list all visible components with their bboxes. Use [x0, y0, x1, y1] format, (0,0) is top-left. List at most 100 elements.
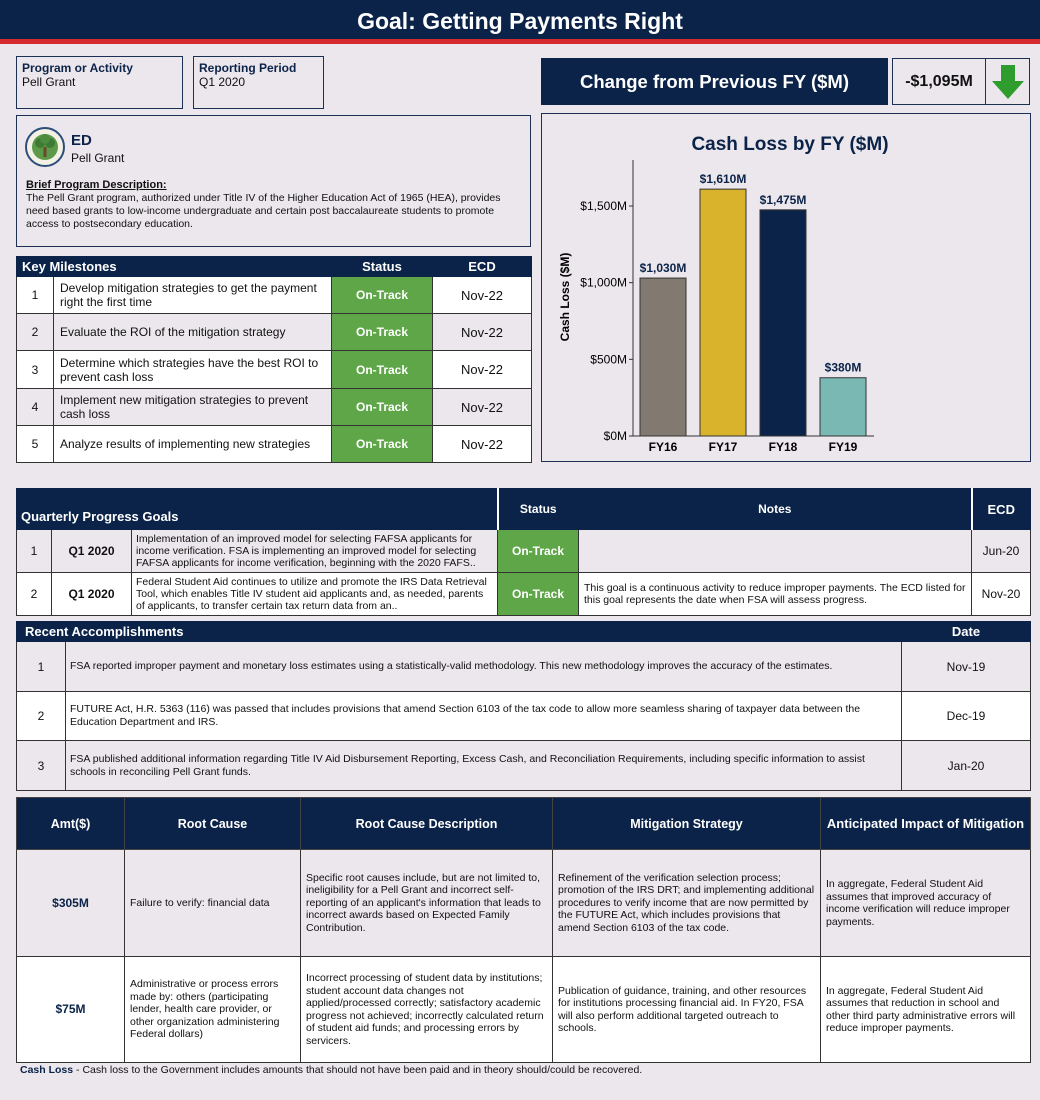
footnote-text: - Cash loss to the Government includes a…: [73, 1064, 643, 1076]
quarterly-ecd-header: ECD: [970, 488, 1031, 530]
page-title: Goal: Getting Payments Right: [0, 0, 1040, 44]
accomplishment-date: Nov-19: [901, 641, 1032, 692]
y-tick-label: $500M: [590, 352, 627, 366]
x-tick-label: FY18: [769, 440, 798, 454]
cash-loss-chart: Cash Loss by FY ($M) Cash Loss ($M) $0M $…: [558, 134, 889, 454]
anticipated-impact: In aggregate, Federal Student Aid assume…: [820, 849, 1031, 957]
bar-data-label: $380M: [825, 361, 862, 375]
root-cause-amount: $305M: [16, 849, 125, 957]
bar-data-label: $1,610M: [700, 172, 747, 186]
bar: [639, 277, 687, 437]
x-tick-label: FY16: [649, 440, 678, 454]
chart-title: Cash Loss by FY ($M): [691, 134, 888, 155]
y-tick-label: $1,500M: [580, 199, 627, 213]
table-row: $305M Failure to verify: financial data …: [16, 849, 1031, 957]
x-tick-label: FY19: [829, 440, 858, 454]
bar: [699, 188, 747, 437]
root-cause: Failure to verify: financial data: [124, 849, 301, 957]
accomplishment-num: 3: [16, 740, 66, 791]
mitigation-strategy: Refinement of the verification selection…: [552, 849, 821, 957]
root-cause-description: Specific root causes include, but are no…: [300, 849, 553, 957]
quarterly-ecd: Nov-20: [971, 572, 1031, 616]
milestone-ecd: Nov-22: [432, 313, 532, 351]
root-cause-table: Amt($) Root Cause Root Cause Description…: [16, 797, 1031, 1063]
period-box: Reporting Period Q1 2020: [193, 56, 324, 109]
root-cause-description: Incorrect processing of student data by …: [300, 956, 553, 1063]
table-row: $75M Administrative or process errors ma…: [16, 956, 1031, 1063]
y-tick-label: $0M: [604, 429, 627, 443]
accomplishment-date: Jan-20: [901, 740, 1032, 791]
accomplishment-num: 2: [16, 691, 66, 741]
change-label: Change from Previous FY ($M): [541, 58, 888, 105]
bar-data-label: $1,030M: [640, 261, 687, 275]
change-value: -$1,095M: [905, 73, 973, 90]
table-row: 3 Determine which strategies have the be…: [16, 350, 532, 389]
accomplishment-text: FSA published additional information reg…: [64, 740, 903, 791]
milestone-num: 3: [16, 350, 54, 389]
description-label: Brief Program Description:: [26, 179, 167, 191]
milestone-text: Develop mitigation strategies to get the…: [53, 276, 332, 314]
program-value: Pell Grant: [22, 75, 76, 89]
root-cause: Administrative or process errors made by…: [124, 956, 301, 1063]
quarterly-text: Federal Student Aid continues to utilize…: [131, 572, 498, 616]
table-row: 2 Evaluate the ROI of the mitigation str…: [16, 313, 532, 351]
accomplishments-date-header: Date: [901, 621, 1032, 642]
milestone-num: 1: [16, 276, 54, 314]
status-badge: On-Track: [331, 350, 433, 389]
table-row: 4 Implement new mitigation strategies to…: [16, 388, 532, 426]
bar: [819, 377, 867, 437]
program-description: The Pell Grant program, authorized under…: [26, 192, 501, 230]
status-badge: On-Track: [331, 276, 433, 314]
quarterly-notes-header: Notes: [578, 488, 972, 530]
accomplishments-header: Recent Accomplishments: [15, 621, 903, 642]
arrow-down-icon: [990, 63, 1026, 106]
accomplishment-text: FUTURE Act, H.R. 5363 (116) was passed t…: [64, 691, 903, 741]
bar: [759, 209, 807, 437]
table-row: 5 Analyze results of implementing new st…: [16, 425, 532, 463]
quarterly-header: Quarterly Progress Goals: [16, 488, 498, 530]
table-row: 2 Q1 2020 Federal Student Aid continues …: [16, 572, 1031, 616]
milestone-ecd: Nov-22: [432, 425, 532, 463]
milestone-ecd: Nov-22: [432, 350, 532, 389]
period-label: Reporting Period: [199, 61, 297, 75]
milestones-header: Key Milestones: [16, 256, 332, 277]
quarterly-ecd: Jun-20: [971, 529, 1031, 573]
accomplishment-num: 1: [16, 641, 66, 692]
root-cause-description-header: Root Cause Description: [300, 797, 553, 850]
milestone-ecd: Nov-22: [432, 388, 532, 426]
quarterly-quarter: Q1 2020: [51, 529, 132, 573]
table-row: 3 FSA published additional information r…: [16, 740, 1032, 791]
status-badge: On-Track: [497, 572, 579, 616]
milestones-status-header: Status: [331, 256, 433, 277]
status-badge: On-Track: [497, 529, 579, 573]
chart-ylabel: Cash Loss ($M): [558, 253, 572, 342]
agency-program: Pell Grant: [71, 151, 125, 165]
anticipated-impact: In aggregate, Federal Student Aid assume…: [820, 956, 1031, 1063]
change-box: -$1,095M: [892, 58, 1030, 105]
milestone-num: 5: [16, 425, 54, 463]
anticipated-impact-header: Anticipated Impact of Mitigation: [820, 797, 1031, 850]
program-label: Program or Activity: [22, 61, 133, 75]
agency-box: ED Pell Grant Brief Program Description:…: [16, 115, 531, 247]
status-badge: On-Track: [331, 425, 433, 463]
program-box: Program or Activity Pell Grant: [16, 56, 183, 109]
root-cause-header: Root Cause: [124, 797, 301, 850]
milestone-num: 4: [16, 388, 54, 426]
amt-header: Amt($): [16, 797, 125, 850]
table-row: 1 FSA reported improper payment and mone…: [16, 641, 1032, 692]
quarterly-notes: [578, 529, 972, 573]
milestone-num: 2: [16, 313, 54, 351]
table-row: 1 Q1 2020 Implementation of an improved …: [16, 529, 1031, 573]
agency-name: ED: [71, 132, 92, 149]
quarterly-notes: This goal is a continuous activity to re…: [578, 572, 972, 616]
milestone-text: Implement new mitigation strategies to p…: [53, 388, 332, 426]
milestone-text: Analyze results of implementing new stra…: [53, 425, 332, 463]
chart-panel: Cash Loss by FY ($M) Cash Loss ($M) $0M $…: [541, 113, 1031, 462]
status-badge: On-Track: [331, 388, 433, 426]
bar-data-label: $1,475M: [760, 193, 807, 207]
table-row: 2 FUTURE Act, H.R. 5363 (116) was passed…: [16, 691, 1032, 741]
milestone-text: Determine which strategies have the best…: [53, 350, 332, 389]
status-badge: On-Track: [331, 313, 433, 351]
accomplishment-text: FSA reported improper payment and moneta…: [64, 641, 903, 692]
mitigation-strategy: Publication of guidance, training, and o…: [552, 956, 821, 1063]
